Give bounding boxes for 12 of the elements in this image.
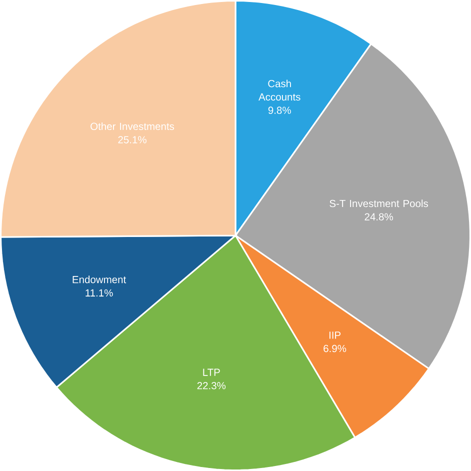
data-label: 9.8% [268, 106, 291, 114]
slice-label: IIP [329, 332, 341, 339]
slice-label: S-T Investment Pools [330, 200, 428, 208]
data-label: 6.9% [324, 344, 346, 352]
data-label: 24.8% [364, 213, 393, 220]
data-label: 22.3% [197, 382, 226, 390]
slice-label: LTP [203, 368, 220, 376]
data-label: 25.1% [118, 136, 146, 144]
slice-label: Cash Accounts [258, 80, 300, 101]
slice-label: Other Investments [90, 122, 174, 130]
data-label: 11.1% [86, 289, 113, 297]
slice-label: Endowment [72, 276, 126, 284]
